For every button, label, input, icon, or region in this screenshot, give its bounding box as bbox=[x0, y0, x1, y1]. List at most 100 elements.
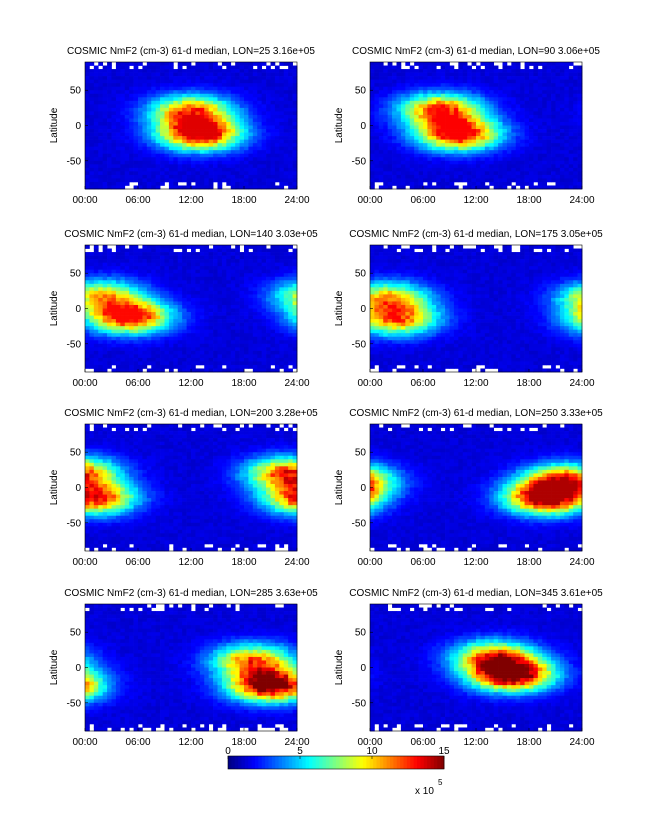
heatmap-cell bbox=[261, 276, 267, 281]
heatmap-cell bbox=[524, 118, 530, 123]
heatmap-cell bbox=[471, 174, 477, 179]
heatmap-cell bbox=[387, 132, 393, 137]
heatmap-cell bbox=[283, 69, 289, 73]
heatmap-cell bbox=[186, 118, 192, 123]
heatmap-cell bbox=[89, 273, 95, 278]
heatmap-cell bbox=[529, 139, 534, 144]
heatmap-cell bbox=[252, 97, 258, 102]
heatmap-cell bbox=[506, 143, 512, 148]
heatmap-cell bbox=[279, 312, 285, 316]
heatmap-cell bbox=[124, 178, 130, 183]
heatmap-cell bbox=[124, 283, 130, 288]
heatmap-cell bbox=[173, 319, 179, 323]
heatmap-cell bbox=[111, 347, 117, 352]
heatmap-cell bbox=[111, 255, 117, 260]
heatmap-cell bbox=[445, 83, 450, 88]
heatmap-cell bbox=[423, 69, 428, 73]
heatmap-cell bbox=[155, 121, 161, 126]
heatmap-cell bbox=[115, 86, 121, 91]
heatmap-cell bbox=[292, 153, 298, 158]
heatmap-cell bbox=[155, 340, 161, 345]
heatmap-cell bbox=[199, 104, 205, 109]
heatmap-cell bbox=[261, 255, 267, 260]
heatmap-cell bbox=[529, 178, 534, 183]
heatmap-cell bbox=[199, 107, 205, 112]
heatmap-cell bbox=[244, 273, 249, 278]
heatmap-cell bbox=[387, 76, 393, 80]
heatmap-cell bbox=[374, 174, 380, 179]
heatmap-cell bbox=[195, 283, 201, 288]
heatmap-cell bbox=[85, 143, 90, 148]
heatmap-cell bbox=[480, 185, 486, 190]
heatmap-cell bbox=[138, 255, 143, 260]
heatmap-cell bbox=[423, 65, 428, 70]
heatmap-cell bbox=[217, 333, 223, 338]
heatmap-cell bbox=[266, 185, 271, 190]
heatmap-cell bbox=[546, 167, 552, 172]
heatmap-cell bbox=[564, 114, 570, 119]
heatmap-cell bbox=[239, 150, 245, 155]
heatmap-cell bbox=[266, 266, 271, 271]
heatmap-cell bbox=[186, 185, 192, 190]
heatmap-cell bbox=[564, 104, 570, 109]
heatmap-cell bbox=[138, 329, 143, 334]
heatmap-cell bbox=[427, 72, 433, 77]
heatmap-cell bbox=[124, 129, 130, 133]
heatmap-cell bbox=[102, 143, 108, 148]
heatmap-cell bbox=[279, 336, 285, 341]
heatmap-cell bbox=[418, 129, 424, 133]
heatmap-cell bbox=[520, 181, 525, 186]
heatmap-cell bbox=[142, 178, 148, 183]
heatmap-cell bbox=[221, 132, 227, 137]
heatmap-cell bbox=[248, 62, 254, 66]
heatmap-cell bbox=[261, 150, 267, 155]
heatmap-cell bbox=[230, 160, 236, 165]
heatmap-cell bbox=[392, 93, 397, 98]
heatmap-cell bbox=[564, 167, 570, 172]
heatmap-cell bbox=[502, 146, 508, 151]
heatmap-cell bbox=[133, 312, 139, 316]
heatmap-cell bbox=[431, 157, 437, 162]
heatmap-cell bbox=[283, 178, 289, 183]
heatmap-cell bbox=[98, 343, 104, 348]
heatmap-cell bbox=[414, 157, 419, 162]
heatmap-cell bbox=[85, 83, 90, 88]
heatmap-cell bbox=[160, 65, 165, 70]
heatmap-cell bbox=[182, 259, 187, 263]
heatmap-cell bbox=[440, 107, 446, 112]
heatmap-cell bbox=[405, 153, 411, 158]
heatmap-cell bbox=[160, 76, 165, 80]
heatmap-cell bbox=[239, 354, 245, 359]
heatmap-cell bbox=[239, 143, 245, 148]
heatmap-cell bbox=[182, 83, 187, 88]
heatmap-cell bbox=[102, 354, 108, 359]
heatmap-cell bbox=[537, 69, 543, 73]
heatmap-cell bbox=[115, 93, 121, 98]
heatmap-cell bbox=[93, 248, 99, 253]
heatmap-cell bbox=[502, 72, 508, 77]
heatmap-cell bbox=[160, 153, 165, 158]
heatmap-cell bbox=[248, 129, 254, 133]
heatmap-cell bbox=[195, 329, 201, 334]
heatmap-cell bbox=[230, 357, 236, 362]
heatmap-cell bbox=[177, 255, 183, 260]
heatmap-cell bbox=[138, 83, 143, 88]
heatmap-cell bbox=[577, 174, 583, 179]
heatmap-cell bbox=[155, 139, 161, 144]
heatmap-cell bbox=[288, 171, 293, 176]
heatmap-cell bbox=[164, 259, 170, 263]
heatmap-cell bbox=[480, 114, 486, 119]
heatmap-cell bbox=[182, 347, 187, 352]
heatmap-cell bbox=[115, 164, 121, 169]
heatmap-cell bbox=[387, 139, 393, 144]
heatmap-cell bbox=[542, 72, 548, 77]
heatmap-cell bbox=[266, 283, 271, 288]
heatmap-cell bbox=[168, 266, 174, 271]
heatmap-cell bbox=[168, 329, 174, 334]
heatmap-cell bbox=[151, 266, 157, 271]
heatmap-cell bbox=[396, 146, 402, 151]
heatmap-cell bbox=[476, 153, 481, 158]
heatmap-cell bbox=[445, 157, 450, 162]
heatmap-cell bbox=[396, 185, 402, 190]
heatmap-cell bbox=[453, 171, 459, 176]
